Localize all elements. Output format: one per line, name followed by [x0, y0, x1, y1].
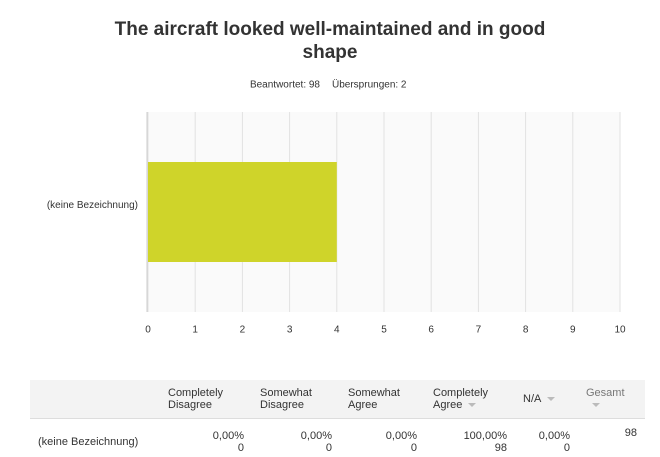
- header[interactable]: N/A: [515, 380, 578, 419]
- results-table: Completely Disagree Somewhat Disagree So…: [30, 380, 645, 457]
- percent: 0,00%: [300, 430, 332, 442]
- skipped: Übersprungen: 2: [332, 79, 407, 91]
- percent: 0,00%: [538, 430, 570, 442]
- x-tick-label: 7: [476, 325, 482, 336]
- header-text: Gesamt: [586, 387, 625, 399]
- count: 0: [237, 442, 244, 454]
- cell: 0,00% 0: [160, 418, 252, 457]
- header-text: Somewhat Agree: [348, 387, 400, 411]
- header-text: Somewhat Disagree: [260, 387, 312, 411]
- x-tick-label: 2: [240, 325, 246, 336]
- x-tick-label: 6: [428, 325, 434, 336]
- x-tick-label: 3: [287, 325, 293, 336]
- header[interactable]: Completely Agree: [425, 380, 515, 419]
- chart: Beantwortet: 98 Übersprungen: 2 0 1 2 3 4 5 6 7…: [145, 79, 626, 336]
- x-tick-label: 1: [192, 325, 198, 336]
- percent: 0,00%: [385, 430, 417, 442]
- header-text: Completely Disagree: [168, 387, 224, 411]
- x-tick-label: 0: [145, 325, 151, 336]
- count: 0: [410, 442, 417, 454]
- header[interactable]: Completely Disagree: [160, 380, 252, 419]
- x-tick-label: 8: [523, 325, 529, 336]
- header-text: Completely Agree: [433, 387, 489, 411]
- chart-title: The aircraft looked well-maintained and …: [114, 19, 546, 63]
- header[interactable]: Somewhat Agree: [340, 380, 425, 419]
- header[interactable]: Gesamt: [578, 380, 645, 419]
- header-row: Completely Disagree Somewhat Disagree So…: [30, 380, 645, 419]
- total-text: 98: [624, 427, 637, 439]
- category-label: (keine Bezeichnung): [46, 200, 138, 211]
- cell: 0,00% 0: [340, 418, 425, 457]
- count: 0: [563, 442, 570, 454]
- row-label-text: (keine Bezeichnung): [38, 436, 139, 448]
- count: 98: [494, 442, 507, 454]
- corner: [30, 380, 160, 419]
- header[interactable]: Somewhat Disagree: [252, 380, 340, 419]
- x-tick-label: 10: [614, 325, 626, 336]
- x-tick-label: 5: [381, 325, 387, 336]
- count: 0: [325, 442, 332, 454]
- percent: 0,00%: [212, 430, 244, 442]
- data-row: (keine Bezeichnung) 0,00% 0 0,00% 0 0,00% 0…: [30, 418, 645, 457]
- x-tick-label: 4: [334, 325, 340, 336]
- bar: [148, 162, 337, 262]
- cell: 0,00% 0: [252, 418, 340, 457]
- header-text: N/A: [523, 393, 542, 405]
- cell: 0,00% 0: [515, 418, 578, 457]
- percent: 100,00%: [463, 430, 507, 442]
- row-label: (keine Bezeichnung): [30, 418, 160, 457]
- answered: Beantwortet: 98: [250, 80, 320, 91]
- cell: 100,00% 98: [425, 418, 515, 457]
- total: 98: [578, 418, 645, 457]
- x-tick-label: 9: [570, 325, 576, 336]
